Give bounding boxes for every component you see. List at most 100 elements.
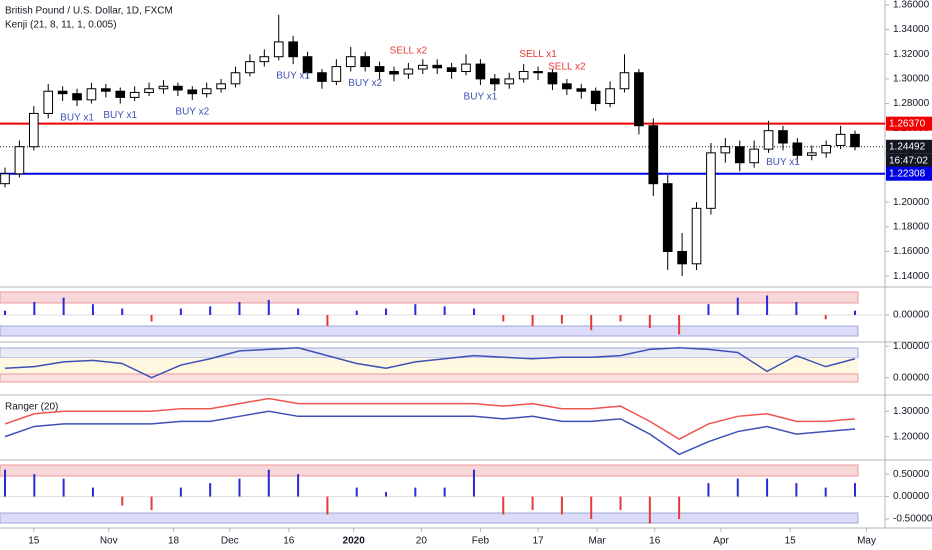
candle-body bbox=[417, 64, 428, 70]
countdown-tag bbox=[886, 153, 932, 168]
candle-body bbox=[850, 133, 860, 148]
candle-body bbox=[677, 250, 687, 265]
x-tick-label: Mar bbox=[589, 536, 607, 547]
candle-body bbox=[101, 88, 111, 92]
y-tick-label: 1.30000 bbox=[893, 74, 930, 85]
lower-band bbox=[0, 512, 859, 524]
lower-band bbox=[0, 325, 859, 337]
candle-body bbox=[115, 90, 126, 98]
x-tick-label: 2020 bbox=[343, 536, 366, 547]
buy-signal: BUY x1 bbox=[766, 157, 800, 168]
y-tick-label: 1.34000 bbox=[893, 24, 930, 35]
x-tick-label: 15 bbox=[28, 536, 40, 547]
sell-signal: SELL x2 bbox=[390, 46, 428, 57]
candle-body bbox=[43, 90, 54, 114]
y-tick-label: 1.16000 bbox=[893, 246, 930, 257]
candle-body bbox=[720, 146, 731, 154]
candle-body bbox=[28, 112, 39, 148]
candle-body bbox=[72, 93, 82, 101]
candle-body bbox=[806, 152, 817, 156]
candle-body bbox=[230, 72, 241, 85]
candle-body bbox=[706, 152, 716, 209]
x-tick-label: Nov bbox=[100, 536, 118, 547]
x-tick-label: May bbox=[857, 536, 876, 547]
x-tick-label: 16 bbox=[649, 536, 661, 547]
candle-body bbox=[129, 91, 140, 98]
candle-body bbox=[734, 146, 745, 164]
x-tick-label: 20 bbox=[416, 536, 428, 547]
level-tag-label: 1.26370 bbox=[889, 118, 926, 129]
buy-signal: BUY x1 bbox=[464, 92, 498, 103]
indicator-line bbox=[4, 410, 856, 456]
candle-body bbox=[288, 41, 298, 58]
candle-body bbox=[374, 66, 385, 72]
candle-body bbox=[317, 72, 327, 82]
buy-signal: BUY x1 bbox=[60, 113, 94, 124]
candle-body bbox=[533, 71, 543, 74]
candle-body bbox=[86, 88, 97, 101]
x-tick-label: 15 bbox=[785, 536, 797, 547]
candle-body bbox=[778, 130, 788, 144]
candle-body bbox=[389, 71, 399, 75]
candle-body bbox=[691, 207, 702, 265]
mid-band bbox=[0, 358, 858, 374]
level-tag bbox=[886, 166, 932, 181]
x-tick-label: 18 bbox=[168, 536, 180, 547]
candle-body bbox=[662, 183, 673, 252]
candle-body bbox=[259, 56, 270, 63]
candle-body bbox=[403, 68, 414, 75]
level-tag bbox=[886, 139, 932, 154]
x-tick-label: Feb bbox=[472, 536, 490, 547]
sell-signal: SELL x2 bbox=[548, 62, 586, 73]
x-tick-label: Apr bbox=[713, 536, 729, 547]
candle-body bbox=[345, 56, 356, 68]
candle-body bbox=[158, 85, 169, 90]
candle-body bbox=[201, 88, 212, 95]
candle-body bbox=[576, 88, 587, 92]
candle-body bbox=[273, 41, 284, 58]
candle-body bbox=[302, 56, 313, 74]
indicator-line bbox=[4, 397, 856, 441]
candle-body bbox=[605, 88, 615, 105]
countdown-label: 16:47:02 bbox=[889, 155, 928, 166]
lower-band bbox=[0, 373, 859, 383]
sell-signal: SELL x1 bbox=[519, 49, 557, 60]
candle-body bbox=[360, 56, 370, 68]
pane-title: Ranger (20) bbox=[5, 402, 58, 413]
y-tick-label: 1.36000 bbox=[893, 0, 930, 11]
candle-body bbox=[461, 63, 471, 72]
x-tick-label: Dec bbox=[221, 536, 239, 547]
y-tick-label: 1.20000 bbox=[893, 431, 930, 442]
candle-body bbox=[821, 144, 832, 154]
y-tick-label: 0.00000 bbox=[893, 310, 930, 321]
y-tick-label: 1.14000 bbox=[893, 271, 930, 282]
level-tag-label: 1.24492 bbox=[889, 141, 926, 152]
candle-body bbox=[835, 133, 846, 146]
candle-body bbox=[446, 67, 457, 73]
y-tick-label: 0.00000 bbox=[893, 491, 930, 502]
candle-body bbox=[518, 71, 529, 80]
candle-body bbox=[763, 130, 774, 150]
candle-body bbox=[331, 66, 342, 82]
buy-signal: BUY x2 bbox=[175, 106, 209, 117]
x-tick-label: 16 bbox=[283, 536, 295, 547]
candle-body bbox=[14, 146, 25, 175]
candle-body bbox=[245, 61, 255, 74]
candle-body bbox=[504, 78, 515, 85]
candle-body bbox=[648, 125, 659, 185]
candle-body bbox=[634, 72, 644, 127]
indicator-line bbox=[4, 347, 856, 379]
indicator-title: Kenji (21, 8, 11, 1, 0.005) bbox=[5, 20, 117, 31]
candle-body bbox=[562, 83, 572, 90]
y-tick-label: 1.00000 bbox=[893, 341, 930, 352]
candle-body bbox=[187, 89, 198, 95]
candle-body bbox=[547, 72, 558, 85]
candle-body bbox=[216, 83, 226, 90]
x-tick-label: 17 bbox=[532, 536, 544, 547]
buy-signal: BUY x2 bbox=[348, 78, 382, 89]
candle-body bbox=[144, 88, 154, 93]
y-tick-label: 0.00000 bbox=[893, 372, 930, 383]
y-tick-label: 1.18000 bbox=[893, 221, 930, 232]
